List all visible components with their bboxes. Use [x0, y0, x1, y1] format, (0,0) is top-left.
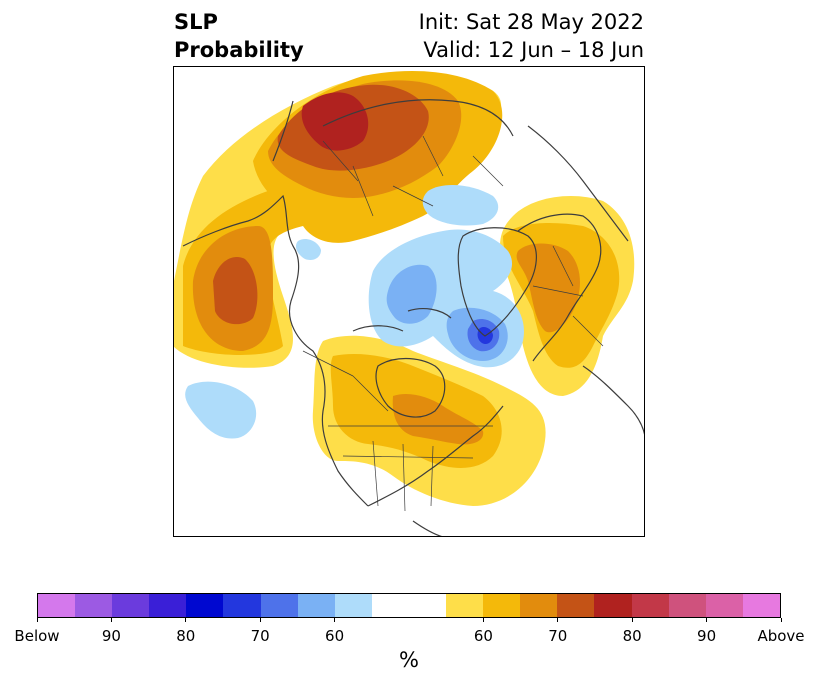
map-svg	[173, 66, 645, 537]
colorbar-tick-label: 80	[176, 627, 196, 645]
title-left: SLP Probability	[174, 8, 304, 64]
probability-map	[173, 66, 645, 537]
colorbar-segment-neutral	[371, 594, 447, 617]
colorbar-segment-below-1	[75, 594, 113, 617]
title-right: Init: Sat 28 May 2022 Valid: 12 Jun – 18…	[419, 8, 644, 64]
colorbar-tick-label: 80	[622, 627, 642, 645]
colorbar-tick-mark	[110, 618, 112, 622]
colorbar-tick-mark	[334, 618, 336, 622]
colorbar-segment-below-3	[149, 594, 187, 617]
colorbar-segment-below-7	[297, 594, 335, 617]
colorbar-segment-below-5	[223, 594, 261, 617]
colorbar-tick-mark	[185, 618, 187, 622]
colorbar-tick-mark	[36, 618, 38, 622]
colorbar-tick-mark	[631, 618, 633, 622]
colorbar-segment-below-6	[260, 594, 298, 617]
political-borders	[302, 135, 604, 512]
colorbar-tick-mark	[259, 618, 261, 622]
colorbar-segment-above-5	[631, 594, 669, 617]
colorbar-tick-label: 70	[250, 627, 270, 645]
variable-subtitle: Probability	[174, 38, 304, 62]
colorbar-tick-label: 90	[697, 627, 717, 645]
colorbar-segment-above-2	[520, 594, 558, 617]
colorbar-tick-label: 60	[325, 627, 345, 645]
colorbar-segment-below-8	[334, 594, 372, 617]
colorbar-tick-label: Above	[757, 627, 805, 645]
colorbar	[37, 593, 781, 618]
colorbar-segment-above-3	[557, 594, 595, 617]
map-border	[173, 66, 645, 537]
colorbar-tick-label: Below	[14, 627, 60, 645]
colorbar-tick-mark	[706, 618, 708, 622]
shade-above-70-america	[392, 394, 484, 445]
colorbar-segment-above-1	[483, 594, 521, 617]
shade-above-70-europe	[516, 243, 580, 333]
colorbar-tick-mark	[780, 618, 782, 622]
colorbar-tick-mark	[557, 618, 559, 622]
colorbar-segment-above-8	[742, 594, 780, 617]
coastlines	[182, 99, 645, 537]
colorbar-segment-below-2	[112, 594, 150, 617]
colorbar-segment-above-6	[668, 594, 706, 617]
colorbar-tick-label: 70	[548, 627, 568, 645]
colorbar-segment-above-0	[446, 594, 484, 617]
variable-title: SLP	[174, 10, 218, 34]
shade-below-60-pacific-east	[185, 381, 257, 439]
colorbar-tick-label: 90	[101, 627, 121, 645]
shade-below-60-scandinavia	[422, 184, 499, 226]
colorbar-tick-mark	[482, 618, 484, 622]
colorbar-segment-below-0	[38, 594, 76, 617]
valid-range: Valid: 12 Jun – 18 Jun	[423, 38, 644, 62]
shade-above-75-pacific	[213, 257, 258, 325]
shade-above-80-siberia	[301, 92, 369, 151]
colorbar-unit: %	[399, 648, 419, 672]
colorbar-segment-above-7	[705, 594, 743, 617]
colorbar-tick-label: 60	[473, 627, 493, 645]
shade-below-60-small	[295, 239, 321, 260]
init-date: Init: Sat 28 May 2022	[418, 10, 644, 34]
colorbar-segment-above-4	[594, 594, 632, 617]
colorbar-segment-below-4	[186, 594, 224, 617]
